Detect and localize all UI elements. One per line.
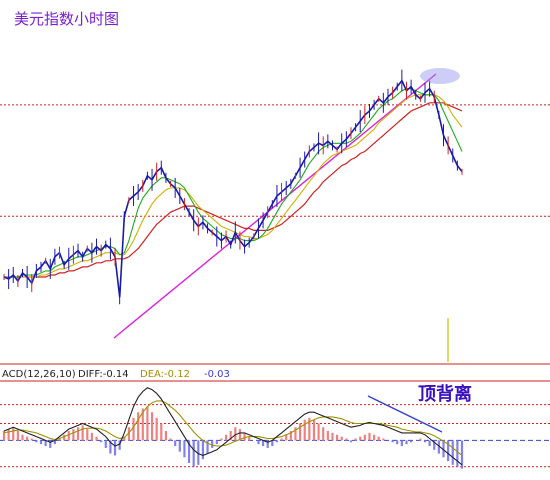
reversal-highlight [420, 68, 460, 84]
divergence-trendline [367, 395, 443, 433]
series-line-ma-slow [4, 102, 463, 278]
diff-label: DIFF:-0.14 [78, 369, 129, 380]
series-line-ma-mid [4, 94, 463, 278]
chart-title: 美元指数小时图 [14, 10, 119, 28]
macd-histogram [2, 406, 464, 469]
dea-label: DEA:-0.12 [140, 369, 190, 380]
macd-line-diff [3, 387, 463, 466]
series-line-price [3, 79, 463, 298]
macd-label: ACD(12,26,10) [2, 369, 76, 380]
macd-value: -0.03 [204, 369, 230, 380]
divergence-annotation: 顶背离 [418, 383, 472, 405]
macd-lines [3, 387, 463, 466]
price-series-lines [3, 69, 463, 305]
macd-line-dea [3, 400, 463, 456]
support-trendline [113, 73, 437, 339]
